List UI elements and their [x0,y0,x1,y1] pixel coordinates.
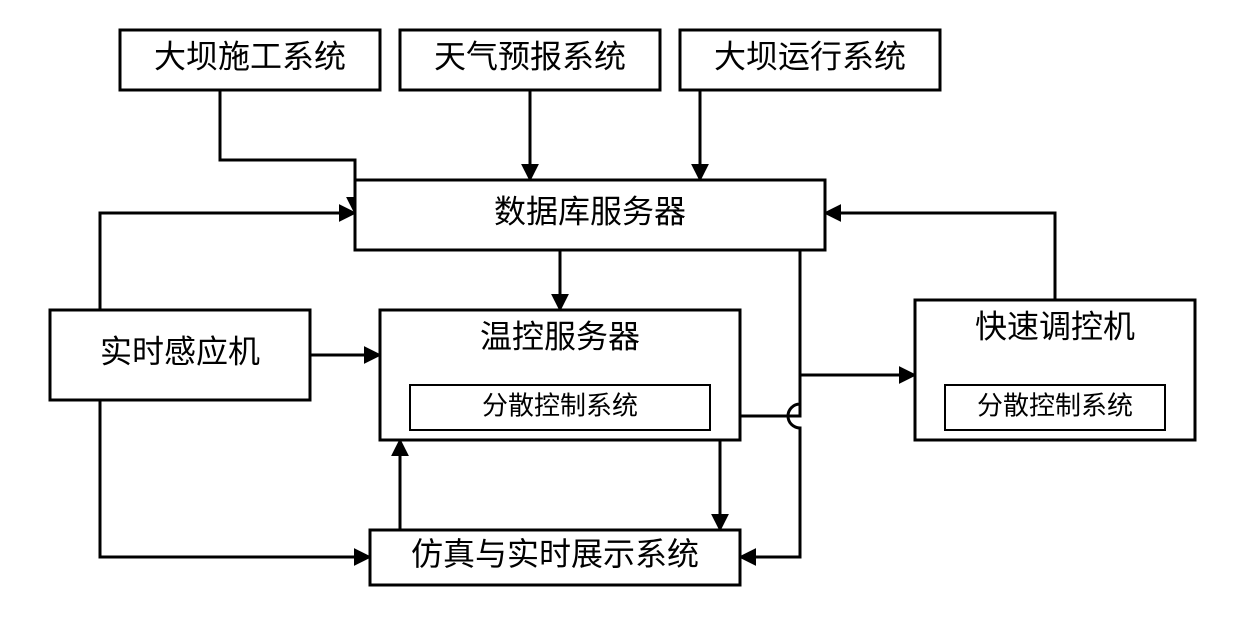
node-inner-label-n7: 分散控制系统 [977,391,1133,420]
edge-n7-n4 [825,213,1055,300]
edge-n6-n7 [740,375,915,416]
node-label-n3: 大坝运行系统 [714,38,906,74]
edge-n5-n8 [100,400,370,557]
node-n4: 数据库服务器 [355,180,825,250]
node-n5: 实时感应机 [50,310,310,400]
node-n2: 天气预报系统 [400,30,660,90]
node-label-n5: 实时感应机 [100,333,260,369]
edge-n6_cross-n8_cross [740,250,800,557]
node-n7: 快速调控机分散控制系统 [915,300,1195,440]
node-label-n6: 温控服务器 [480,318,640,354]
node-inner-label-n6: 分散控制系统 [482,391,638,420]
edge-n5-n4 [100,213,355,310]
node-label-n1: 大坝施工系统 [154,38,346,74]
node-label-n8: 仿真与实时展示系统 [411,536,699,572]
node-n8: 仿真与实时展示系统 [370,530,740,585]
node-n3: 大坝运行系统 [680,30,940,90]
edge-n1-n4 [220,90,355,213]
node-label-n2: 天气预报系统 [434,38,626,74]
node-n1: 大坝施工系统 [120,30,380,90]
node-label-n7: 快速调控机 [975,308,1135,344]
node-label-n4: 数据库服务器 [494,193,686,229]
node-n6: 温控服务器分散控制系统 [380,310,740,440]
